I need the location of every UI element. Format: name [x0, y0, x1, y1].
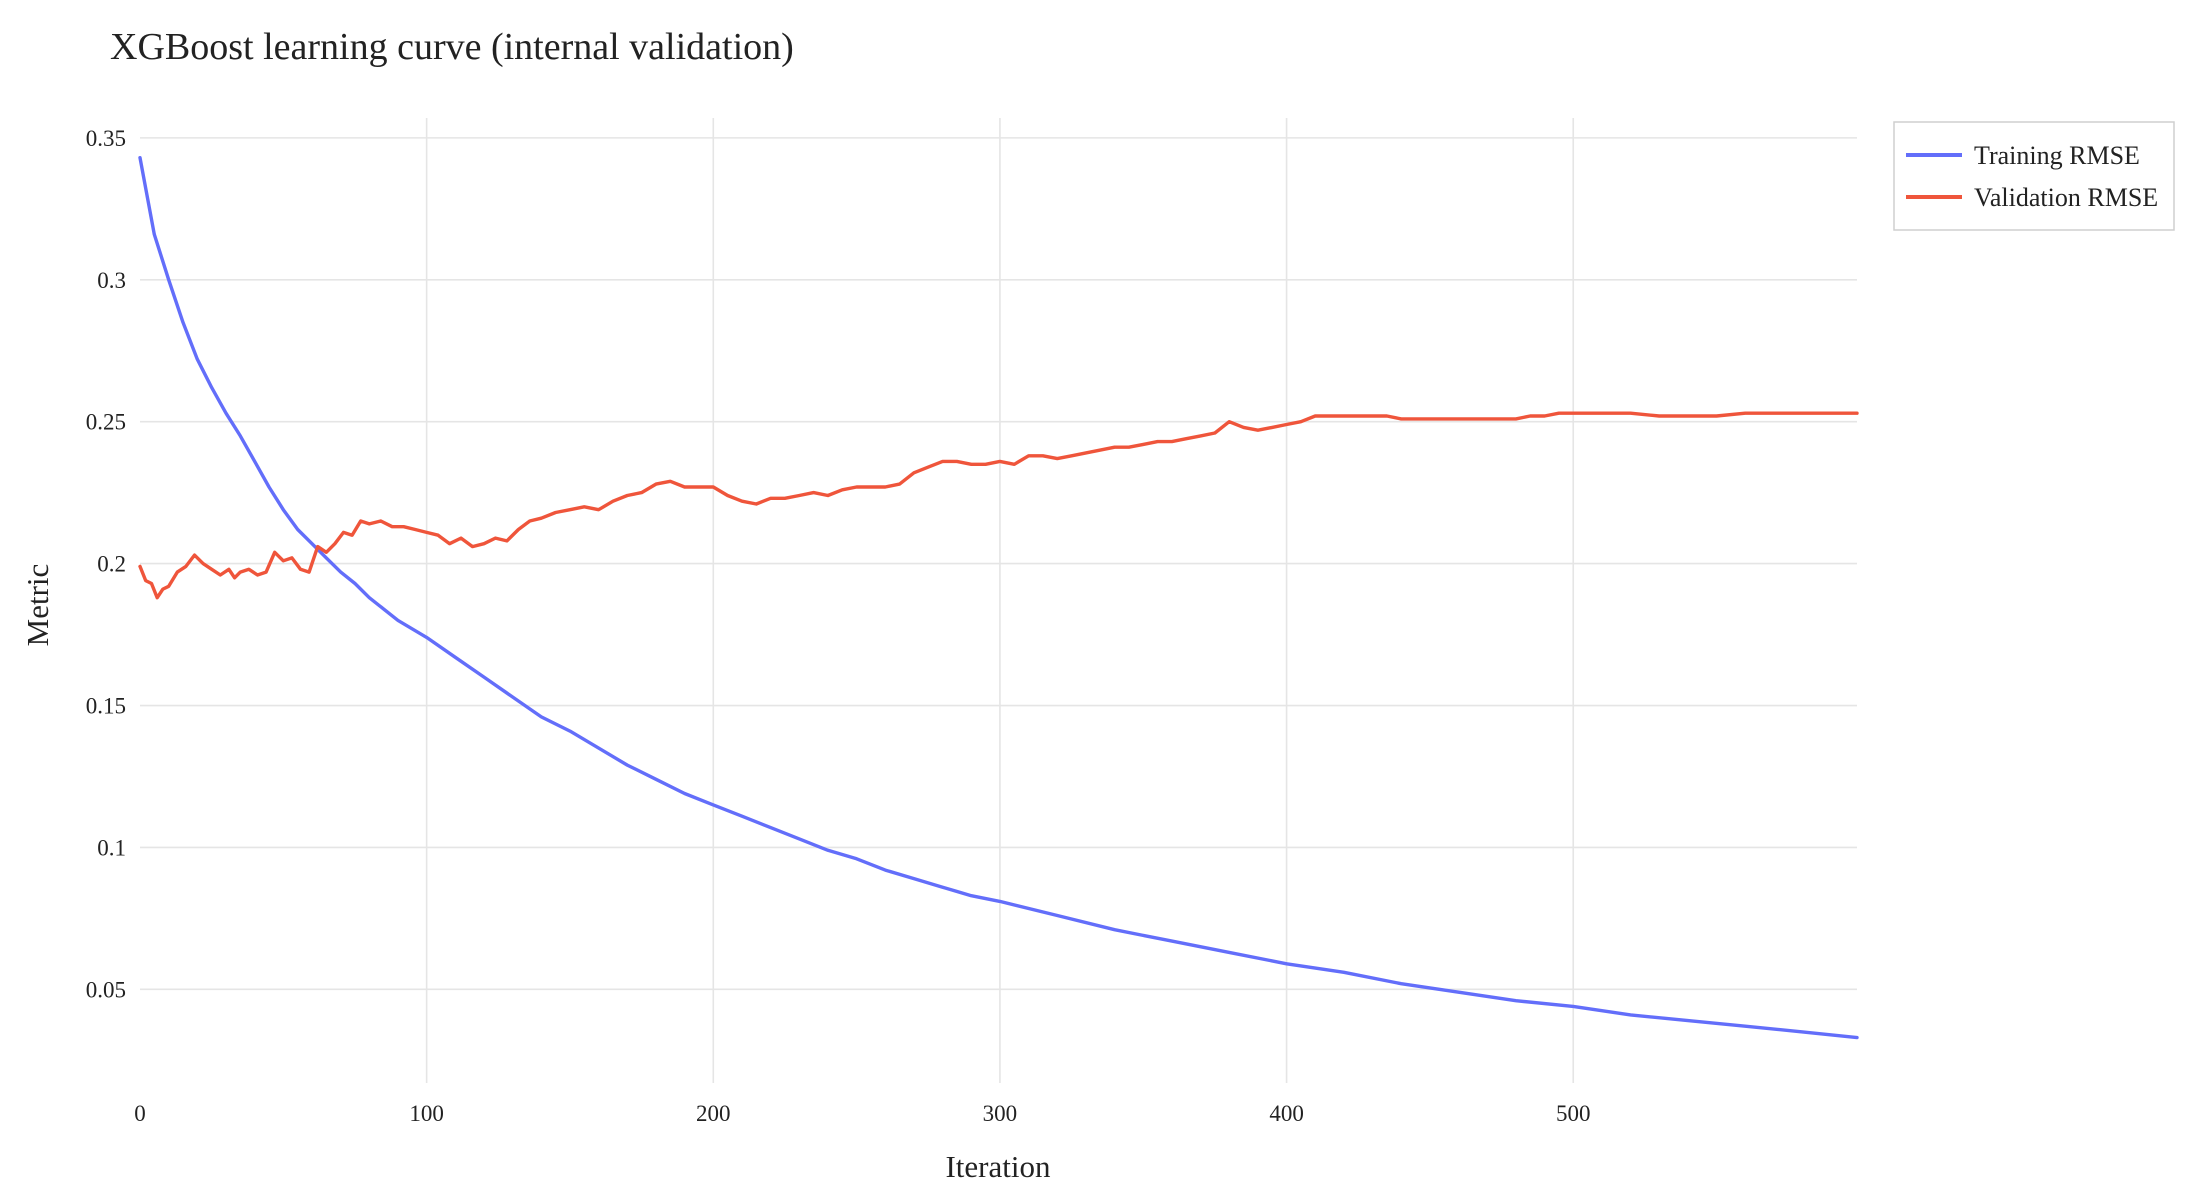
y-axis-ticks: 0.05 0.1 0.15 0.2 0.25 0.3 0.35 — [86, 126, 126, 1002]
legend-label-training: Training RMSE — [1974, 141, 2140, 170]
y-tick-label: 0.35 — [86, 126, 126, 151]
x-axis-title: Iteration — [945, 1149, 1051, 1184]
legend-box — [1893, 121, 2175, 231]
series-line-validation[interactable] — [138, 411, 1859, 600]
legend-label-validation: Validation RMSE — [1974, 183, 2158, 212]
x-axis-ticks: 0 100 200 300 400 500 — [134, 1101, 1590, 1126]
x-tick-label: 0 — [134, 1101, 146, 1126]
y-tick-label: 0.05 — [86, 977, 126, 1002]
grid-lines — [140, 118, 1857, 1083]
y-tick-label: 0.1 — [97, 835, 126, 860]
chart-title: XGBoost learning curve (internal validat… — [110, 26, 794, 68]
y-tick-label: 0.3 — [97, 268, 126, 293]
series-line-training[interactable] — [138, 155, 1859, 1040]
x-tick-label: 500 — [1556, 1101, 1591, 1126]
x-tick-label: 100 — [409, 1101, 444, 1126]
y-tick-label: 0.25 — [86, 410, 126, 435]
x-tick-label: 400 — [1269, 1101, 1304, 1126]
y-axis-title: Metric — [20, 564, 55, 647]
y-tick-label: 0.2 — [97, 552, 126, 577]
legend[interactable]: Training RMSE Validation RMSE — [1893, 121, 2175, 231]
x-tick-label: 300 — [983, 1101, 1018, 1126]
x-tick-label: 200 — [696, 1101, 731, 1126]
y-tick-label: 0.15 — [86, 694, 126, 719]
plot-area — [138, 155, 1859, 1040]
